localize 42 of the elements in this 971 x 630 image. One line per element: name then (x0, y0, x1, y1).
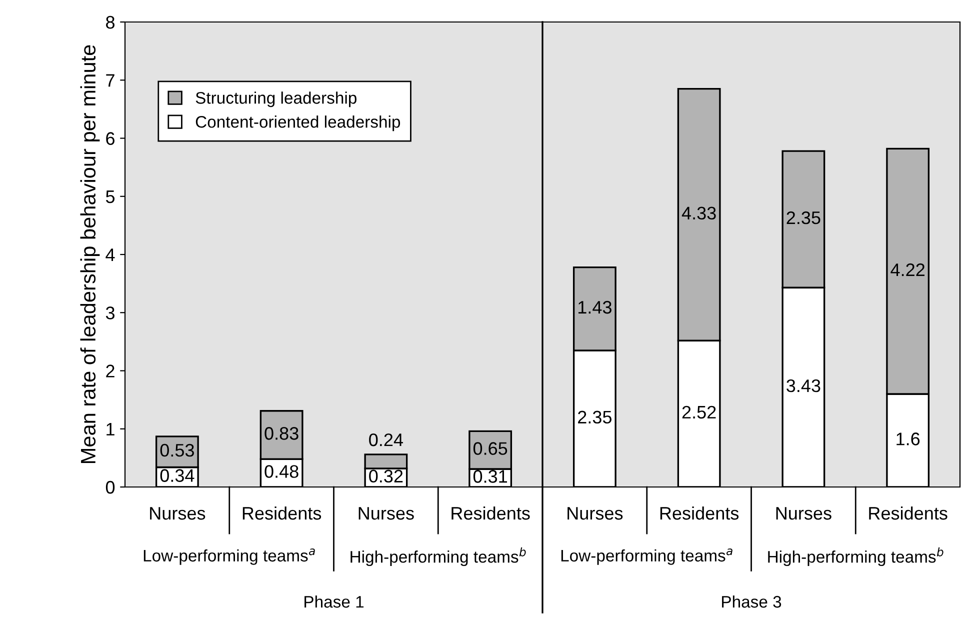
text: Phase 3 (722, 595, 782, 608)
text: High-performing teams$^{b}$ (768, 547, 944, 566)
y-tick-label: 0 (106, 480, 115, 494)
data-label: 0.48 (264, 465, 298, 478)
legend-label: Content-oriented leadership (196, 116, 400, 132)
y-tick-label: 7 (106, 74, 114, 87)
y-tick-label: 1 (106, 422, 114, 436)
data-label: 1.43 (578, 300, 612, 314)
x-tick-label: Residents (869, 506, 948, 520)
x-tick-label: Nurses (358, 507, 414, 520)
y-tick-label: 4 (106, 248, 115, 262)
x-tick-label: Nurses (776, 507, 832, 520)
y-tick-label: 5 (106, 190, 115, 204)
data-label: 0.65 (473, 442, 508, 455)
data-label: 2.35 (578, 410, 612, 424)
data-label: 0.83 (264, 427, 298, 440)
x-tick-label: Nurses (150, 507, 206, 520)
x-tick-label: Residents (660, 506, 739, 520)
data-label: 0.24 (369, 433, 403, 446)
y-tick-label: 8 (106, 16, 114, 29)
text: Phase 1 (304, 595, 364, 608)
data-label: 1.6 (896, 432, 920, 446)
x-tick-label: Residents (242, 506, 322, 520)
data-label: 4.33 (682, 206, 716, 220)
data-label: 2.35 (786, 211, 820, 224)
text: High-performing teams$^{b}$ (350, 547, 526, 566)
y-tick-label: 3 (106, 306, 114, 320)
text: Low-performing teams$^{a}$ (561, 548, 732, 565)
y-tick-label: 2 (106, 364, 114, 378)
y-axis-title: Mean rate of leadership behaviour per minute (80, 45, 100, 463)
data-label: 0.32 (369, 470, 403, 483)
data-label: 0.31 (473, 470, 508, 483)
data-label: 0.53 (160, 444, 194, 457)
text: Low-performing teams$^{a}$ (144, 548, 315, 565)
data-label: 4.22 (890, 263, 924, 276)
legend-label: Structuring leadership (196, 92, 356, 108)
x-tick-label: Nurses (568, 507, 623, 520)
x-tick-label: Residents (452, 506, 530, 520)
data-label: 2.52 (682, 406, 716, 419)
y-tick-label: 6 (106, 132, 114, 145)
data-label: 0.34 (160, 469, 194, 482)
data-label: 3.43 (786, 379, 820, 392)
